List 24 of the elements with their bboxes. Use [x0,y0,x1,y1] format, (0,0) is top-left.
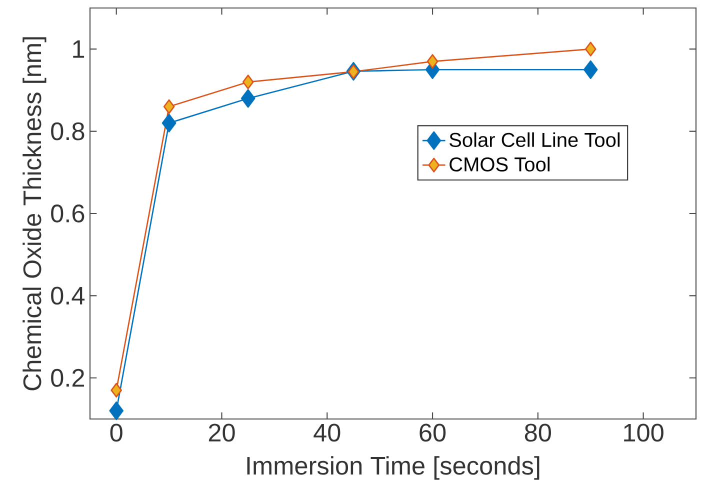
point [109,401,124,420]
point [583,60,598,79]
x-tick-label: 80 [524,424,551,442]
point [162,114,176,132]
x-tick-label: 40 [314,424,340,442]
x-tick-label: 20 [208,424,235,442]
point [426,54,438,69]
point [240,89,256,108]
x-tick-label: 0 [110,424,122,442]
x-tick-label: 60 [420,424,446,442]
point [163,99,175,114]
point [584,42,596,56]
legend-label: CMOS Tool [450,156,550,172]
y-tick-label: 0.6 [51,204,84,222]
y-tick-label: 1 [73,40,84,58]
point [242,74,254,90]
legend-label: Solar Cell Line Tool [450,132,620,148]
y-tick-label: 0.8 [51,122,84,140]
y-axis-title: Chemical Oxide Thickness [nm] [22,37,46,390]
y-tick-label: 0.2 [51,368,84,387]
x-tick-label: 100 [624,424,664,442]
y-tick-label: 0.4 [51,286,85,305]
point [110,382,122,398]
x-axis-title: Immersion Time [seconds] [247,456,540,480]
